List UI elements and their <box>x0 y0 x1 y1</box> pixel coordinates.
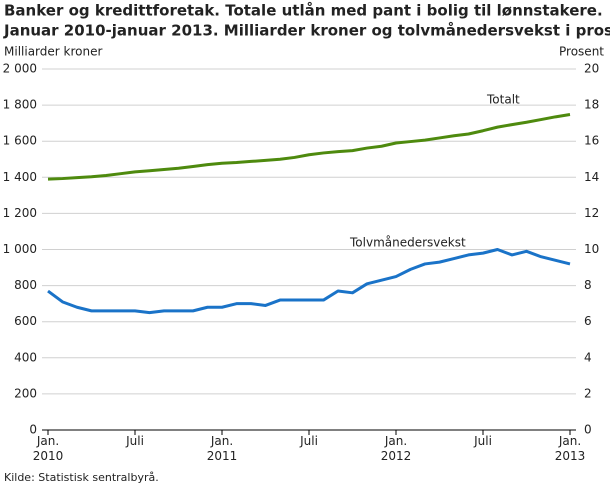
y-tick-label: 1 400 <box>3 170 37 184</box>
x-tick-label: Jan. 2012 <box>380 434 412 463</box>
y2-tick-label: 2 <box>584 386 592 400</box>
y-tick-label: 200 <box>14 386 37 400</box>
chart-title: Januar 2010-januar 2013. Milliarder kron… <box>3 22 610 40</box>
y-tick-label: 0 <box>29 423 37 437</box>
x-tick-label: Jan. 2010 <box>32 434 64 463</box>
y2-axis-label: Prosent <box>559 45 604 59</box>
y-tick-label: 400 <box>14 350 37 364</box>
x-tick-label: Juli <box>300 434 318 448</box>
y2-tick-label: 12 <box>584 206 599 220</box>
y2-tick-label: 16 <box>584 134 599 148</box>
y-tick-label: 600 <box>14 314 37 328</box>
y-axis-label: Milliarder kroner <box>4 45 102 59</box>
y2-tick-label: 6 <box>584 314 592 328</box>
y2-tick-label: 0 <box>584 423 592 437</box>
y-tick-label: 800 <box>14 278 37 292</box>
y2-tick-label: 4 <box>584 350 592 364</box>
y-tick-label: 1 200 <box>3 206 37 220</box>
line <box>47 248 571 315</box>
y2-tick-label: 20 <box>584 62 599 76</box>
legend-label: Totalt <box>486 93 520 107</box>
y2-tick-label: 14 <box>584 170 599 184</box>
y-tick-label: 1 600 <box>3 134 37 148</box>
chart-title: Banker og kredittforetak. Totale utlån m… <box>4 2 603 20</box>
x-tick-label: Jan. 2013 <box>554 434 586 463</box>
x-tick-label: Jan. 2011 <box>206 434 238 463</box>
y2-tick-label: 8 <box>584 278 592 292</box>
y2-tick-label: 10 <box>584 242 599 256</box>
line <box>47 113 571 181</box>
x-tick-label: Juli <box>126 434 144 448</box>
legend-label: Tolvmånedersvekst <box>349 236 466 250</box>
y-tick-label: 2 000 <box>3 62 37 76</box>
y-tick-label: 1 800 <box>3 98 37 112</box>
y-tick-label: 1 000 <box>3 242 37 256</box>
x-tick-label: Juli <box>474 434 492 448</box>
source: Kilde: Statistisk sentralbyrå. <box>4 471 159 484</box>
y2-tick-label: 18 <box>584 98 599 112</box>
